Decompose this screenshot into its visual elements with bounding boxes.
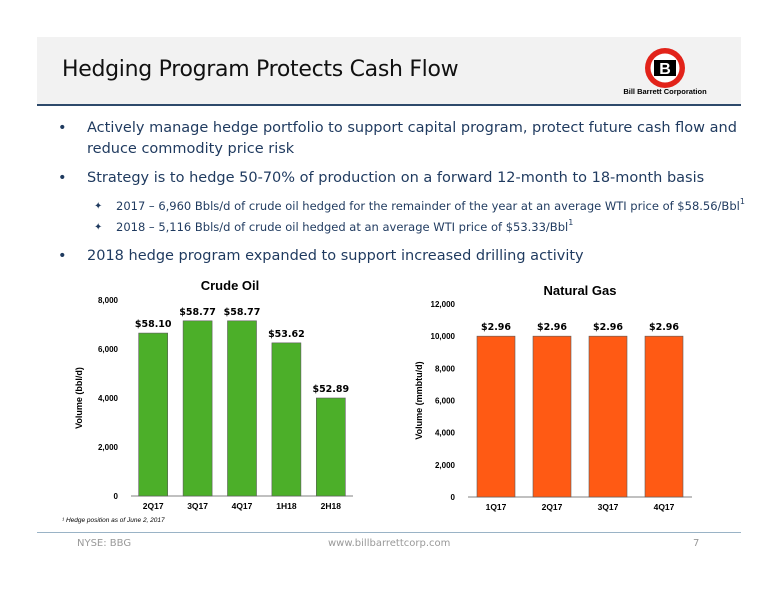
data-label: $2.96 (481, 322, 511, 333)
footer-ticker: NYSE: BBG (77, 538, 132, 549)
y-tick-label: 4,000 (435, 429, 456, 438)
bar (644, 335, 684, 498)
data-label: $52.89 (312, 384, 349, 395)
y-tick-label: 0 (451, 493, 456, 502)
bullet-marker: • (58, 120, 67, 136)
x-tick-label: 3Q17 (187, 501, 208, 511)
x-tick-label: 4Q17 (232, 501, 253, 511)
footer-website[interactable]: www.billbarrettcorp.com (328, 538, 451, 549)
footnote-ref: 1 (739, 197, 745, 206)
y-tick-label: 2,000 (435, 461, 456, 470)
x-tick-label: 2H18 (321, 501, 342, 511)
bar (476, 335, 516, 498)
y-tick-label: 8,000 (435, 364, 456, 373)
y-axis-label: Volume (mmbtu/d) (414, 361, 424, 439)
logo-letter: B (659, 61, 671, 78)
data-label: $2.96 (537, 322, 567, 333)
x-tick-label: 1H18 (276, 501, 297, 511)
natural-gas-chart: Natural Gas Volume (mmbtu/d) 0 2,000 4,000 6,… (410, 278, 710, 518)
x-tick-label: 2Q17 (143, 501, 164, 511)
bar (316, 397, 346, 497)
chart-title: Crude Oil (201, 278, 260, 293)
footer-divider (37, 532, 741, 533)
sub-bullet-text: 2018 – 5,116 Bbls/d of crude oil hedged … (116, 220, 569, 234)
bullet-text: Strategy is to hedge 50-70% of productio… (87, 170, 705, 186)
data-label: $2.96 (593, 322, 623, 333)
x-tick-label: 3Q17 (598, 502, 619, 512)
crude-oil-chart: Crude Oil Volume (bbl/d) 0 2,000 4,000 6,000 8… (70, 278, 370, 518)
bar (532, 335, 572, 498)
bullet-text: Actively manage hedge portfolio to suppo… (87, 120, 737, 157)
header-divider (37, 104, 741, 106)
bullet-marker: • (58, 170, 67, 186)
sub-bullet-marker: ✦ (94, 201, 103, 212)
bar (227, 320, 257, 497)
data-label: $58.77 (179, 307, 216, 318)
y-tick-label: 12,000 (431, 300, 456, 309)
data-label: $58.10 (135, 319, 172, 330)
data-label: $53.62 (268, 329, 305, 340)
footnote: ¹ Hedge position as of June 2, 2017 (62, 517, 165, 524)
y-tick-label: 0 (114, 492, 119, 501)
page-number: 7 (693, 538, 700, 549)
y-tick-label: 2,000 (98, 443, 119, 452)
data-label: $58.77 (224, 307, 261, 318)
bullet-text: 2018 hedge program expanded to support i… (87, 248, 584, 264)
y-tick-label: 6,000 (98, 345, 119, 354)
x-tick-label: 1Q17 (486, 502, 507, 512)
sub-bullet-marker: ✦ (94, 222, 103, 233)
x-tick-label: 2Q17 (542, 502, 563, 512)
sub-bullet-text: 2017 – 6,960 Bbls/d of crude oil hedged … (116, 199, 740, 213)
y-tick-label: 10,000 (431, 332, 456, 341)
chart-title: Natural Gas (544, 283, 617, 298)
slide-title: Hedging Program Protects Cash Flow (62, 57, 459, 82)
y-axis-label: Volume (bbl/d) (74, 367, 84, 429)
y-tick-label: 8,000 (98, 296, 119, 305)
bar (271, 342, 302, 497)
bar (182, 320, 213, 497)
footnote-ref: 1 (568, 218, 574, 227)
bar (588, 335, 628, 498)
data-label: $2.96 (649, 322, 679, 333)
header-band (37, 37, 741, 104)
x-tick-label: 4Q17 (654, 502, 675, 512)
bullet-marker: • (58, 248, 67, 264)
bar (138, 332, 168, 497)
company-name: Bill Barrett Corporation (623, 87, 707, 96)
y-tick-label: 4,000 (98, 394, 119, 403)
company-logo: B (645, 48, 685, 88)
y-tick-label: 6,000 (435, 397, 456, 406)
